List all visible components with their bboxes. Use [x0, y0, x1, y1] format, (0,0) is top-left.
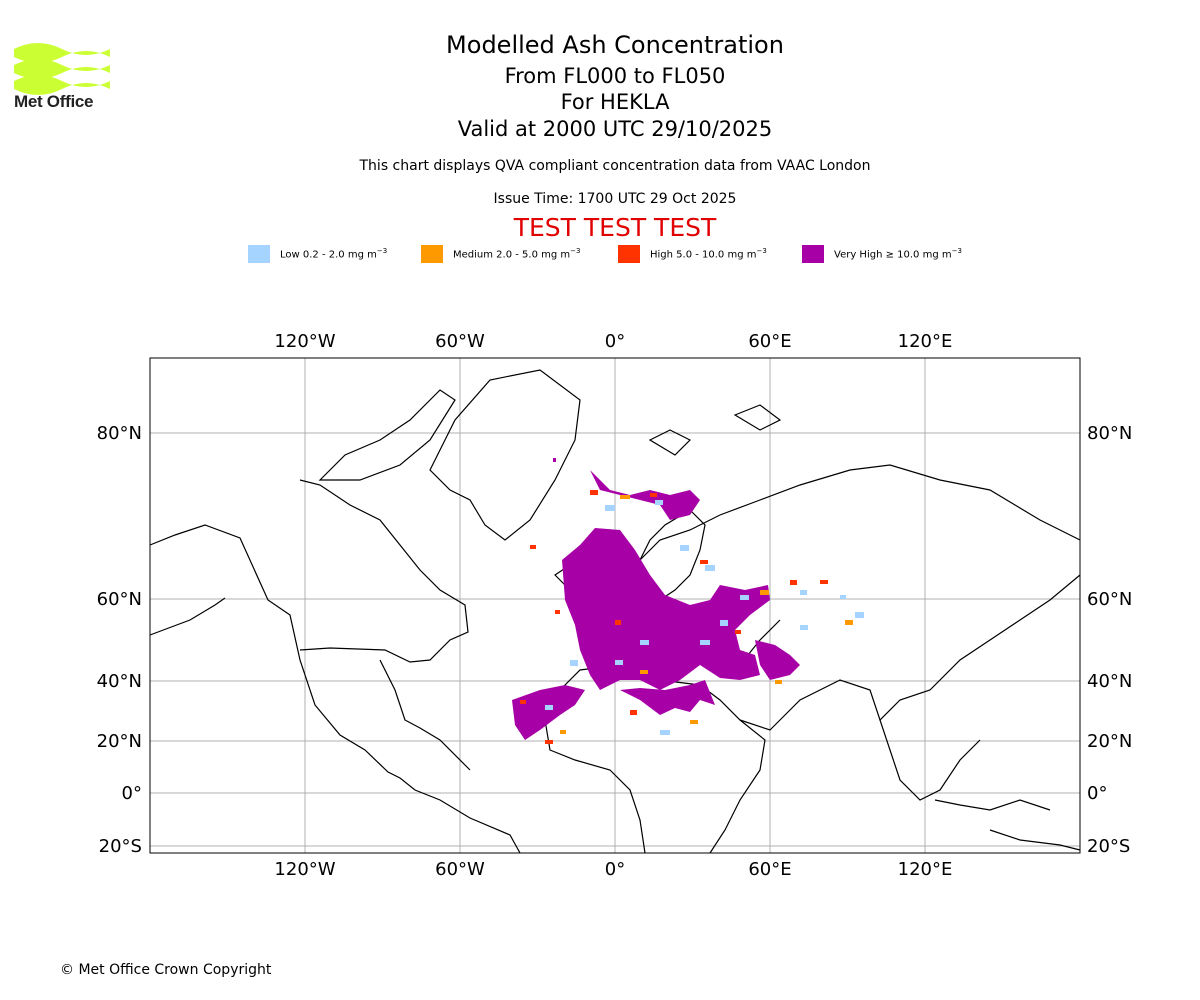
- lon-tick-top: 0°: [605, 331, 625, 352]
- ash-very-high: [512, 470, 800, 740]
- flight-level-range: From FL000 to FL050: [504, 64, 726, 88]
- legend-swatch-high: [618, 245, 640, 263]
- lon-tick-top: 60°W: [435, 331, 485, 352]
- logo-text: Met Office: [14, 92, 94, 111]
- lat-tick-right: 60°N: [1087, 589, 1132, 610]
- legend-swatch-very-high: [802, 245, 824, 263]
- lon-tick-bottom: 120°E: [898, 859, 953, 880]
- legend-item-medium: Medium 2.0 - 5.0 mg m−3: [421, 244, 580, 264]
- lon-tick-top: 120°W: [274, 331, 335, 352]
- test-banner: TEST TEST TEST: [513, 213, 717, 242]
- lon-tick-bottom: 60°W: [435, 859, 485, 880]
- legend-label-low: Low 0.2 - 2.0 mg m: [280, 249, 377, 261]
- lon-tick-top: 120°E: [898, 331, 953, 352]
- lat-tick-left: 0°: [122, 783, 142, 804]
- lon-tick-bottom: 0°: [605, 859, 625, 880]
- lat-tick-left: 40°N: [97, 671, 142, 692]
- legend-item-high: High 5.0 - 10.0 mg m−3: [618, 244, 767, 264]
- lon-tick-bottom: 60°E: [748, 859, 791, 880]
- chart-title: Modelled Ash Concentration: [446, 31, 784, 59]
- lat-tick-left: 80°N: [97, 423, 142, 444]
- lat-tick-right: 0°: [1087, 783, 1107, 804]
- legend-swatch-low: [248, 245, 270, 263]
- lat-tick-left: 60°N: [97, 589, 142, 610]
- legend-swatch-medium: [421, 245, 443, 263]
- valid-time: Valid at 2000 UTC 29/10/2025: [457, 117, 773, 141]
- map-frame: [149, 357, 1081, 854]
- lat-tick-right: 40°N: [1087, 671, 1132, 692]
- volcano-name: For HEKLA: [560, 90, 670, 114]
- chart-subtitle: This chart displays QVA compliant concen…: [359, 158, 871, 174]
- copyright-notice: © Met Office Crown Copyright: [60, 962, 272, 978]
- met-office-logo: [14, 43, 110, 95]
- legend-item-very-high: Very High ≥ 10.0 mg m−3: [802, 244, 962, 264]
- legend-label-medium: Medium 2.0 - 5.0 mg m: [453, 249, 571, 261]
- ash-high-medium: [520, 458, 853, 744]
- ash-low: [545, 500, 864, 735]
- legend-label-high: High 5.0 - 10.0 mg m: [650, 249, 757, 261]
- legend-label-very-high: Very High ≥ 10.0 mg m: [834, 249, 952, 261]
- lat-tick-right: 20°N: [1087, 731, 1132, 752]
- lat-tick-right: 20°S: [1087, 836, 1130, 857]
- lon-tick-bottom: 120°W: [274, 859, 335, 880]
- issue-time: Issue Time: 1700 UTC 29 Oct 2025: [493, 191, 737, 207]
- legend-item-low: Low 0.2 - 2.0 mg m−3: [248, 244, 387, 264]
- lat-tick-left: 20°N: [97, 731, 142, 752]
- lat-tick-right: 80°N: [1087, 423, 1132, 444]
- lon-tick-top: 60°E: [748, 331, 791, 352]
- ash-map: 120°W 60°W 0° 60°E 120°E 120°W 60°W 0° 6…: [97, 331, 1133, 880]
- lat-tick-left: 20°S: [99, 836, 142, 857]
